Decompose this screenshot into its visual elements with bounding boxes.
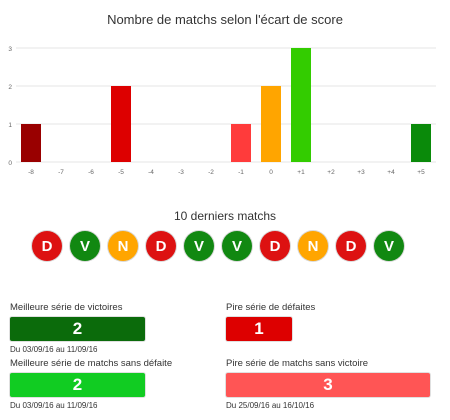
win-streak-dates: Du 03/09/16 au 11/09/16 [10,345,98,354]
x-tick-label: +3 [357,169,365,176]
x-tick-label: +2 [327,169,335,176]
loss-streak-stat: Pire série de défaites 1 [226,302,315,341]
x-tick-label: -1 [238,169,244,176]
x-tick-label: +1 [297,169,305,176]
winless-streak-stat: Pire série de matchs sans victoire 3 Du … [226,358,430,410]
x-tick-label: -8 [28,169,34,176]
unbeaten-streak-label: Meilleure série de matchs sans défaite [10,358,173,369]
win-streak-label: Meilleure série de victoires [10,302,123,313]
match-result-1: D [32,231,62,261]
winless-streak-label: Pire série de matchs sans victoire [226,358,369,369]
match-result-7: D [260,231,290,261]
match-result-9: D [336,231,366,261]
match-result-8: N [298,231,328,261]
unbeaten-streak-stat: Meilleure série de matchs sans défaite 2… [10,358,172,410]
y-tick-label: 1 [8,122,12,129]
bar-+1 [291,48,311,162]
unbeaten-streak-value: 2 [72,375,83,394]
match-result-4: D [146,231,176,261]
x-tick-label: +5 [417,169,425,176]
x-tick-label: -2 [208,169,214,176]
loss-streak-value: 1 [254,319,264,338]
bar--8 [21,124,41,162]
y-tick-label: 0 [8,160,12,167]
x-tick-label: -5 [118,169,124,176]
bar-0 [261,86,281,162]
x-tick-label: +4 [387,169,395,176]
x-tick-label: -7 [58,169,64,176]
x-tick-label: -4 [148,169,154,176]
chart-title: Nombre de matchs selon l'écart de score [107,12,343,27]
match-result-2: V [70,231,100,261]
win-streak-bar: 2 [10,317,145,341]
match-result-3: N [108,231,138,261]
match-result-5: V [184,231,214,261]
winless-streak-value: 3 [323,375,333,394]
y-tick-label: 3 [8,46,12,53]
match-result-6: V [222,231,252,261]
bar-+5 [411,124,431,162]
x-tick-label: -6 [88,169,94,176]
bar--1 [231,124,251,162]
unbeaten-streak-bar: 2 [10,373,145,397]
score-difference-chart: 0 1 2 3 -8 -7 -6 -5 -4 -3 -2 -1 0 +1 +2 +3 +4 +5 [8,46,436,176]
unbeaten-streak-dates: Du 03/09/16 au 11/09/16 [10,401,98,410]
win-streak-stat: Meilleure série de victoires 2 Du 03/09/… [10,302,145,354]
bar--5 [111,86,131,162]
winless-streak-bar: 3 [226,373,430,397]
winless-streak-dates: Du 25/09/16 au 16/10/16 [226,401,315,410]
loss-streak-label: Pire série de défaites [226,302,316,313]
x-tick-label: 0 [269,169,273,176]
x-tick-label: -3 [178,169,184,176]
loss-streak-bar: 1 [226,317,292,341]
win-streak-value: 2 [72,319,83,338]
recent-matches-title: 10 derniers matchs [173,209,277,223]
y-tick-label: 2 [8,84,12,91]
match-result-10: V [374,231,404,261]
